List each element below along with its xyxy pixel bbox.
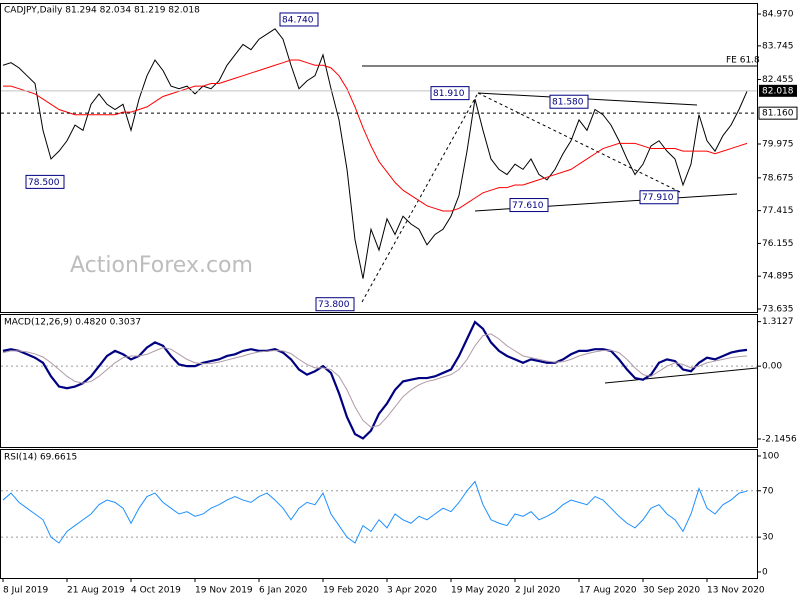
annotation-label: 77.610 (512, 201, 544, 211)
annotation-box (639, 190, 679, 205)
y-tick-label: 30 (762, 533, 774, 543)
y-tick-label: 79.975 (762, 139, 794, 149)
x-tick-label: 13 Nov 2020 (707, 586, 765, 596)
y-tick-label: -2.1456 (762, 434, 797, 444)
x-tick-label: 19 Nov 2019 (195, 586, 253, 596)
level-label: 81.160 (762, 109, 794, 119)
y-tick-label: 70 (762, 486, 774, 496)
indicator-title: MACD(12,26,9) 0.4820 0.3037 (4, 318, 141, 328)
series-line (2, 480, 748, 544)
price-box (759, 84, 797, 97)
y-tick-label: 78.675 (762, 173, 794, 183)
rsi-panel (0, 449, 758, 579)
watermark: ActionForex.com (70, 253, 253, 278)
y-tick-label: 82.455 (762, 75, 794, 85)
x-tick-label: 8 Jul 2019 (3, 586, 48, 596)
annotation-box (549, 94, 589, 109)
x-tick-label: 17 Aug 2020 (579, 586, 637, 596)
annotation-label: 81.910 (433, 89, 465, 99)
annotation-box (509, 198, 549, 213)
annotation-box (430, 86, 470, 101)
y-tick-label: 74.895 (762, 272, 794, 282)
x-tick-label: 21 Aug 2019 (67, 586, 125, 596)
price-panel (0, 3, 758, 313)
x-tick-label: 19 May 2020 (451, 586, 510, 596)
x-tick-label: 30 Sep 2020 (643, 586, 700, 596)
x-tick-label: 2 Jul 2020 (515, 586, 560, 596)
series-line (2, 333, 748, 428)
y-tick-label: 83.745 (762, 41, 794, 51)
fe-label: FE 61.8 (726, 56, 760, 66)
x-tick-label: 4 Oct 2019 (131, 586, 181, 596)
x-tick-label: 19 Feb 2020 (323, 586, 379, 596)
series-line (3, 59, 748, 212)
annotation-box (279, 12, 319, 27)
annotation-label: 78.500 (28, 178, 60, 188)
indicator-title: RSI(14) 69.6615 (4, 453, 77, 463)
series-line (2, 28, 748, 279)
chart-title: CADJPY,Daily 81.294 82.034 81.219 82.018 (4, 6, 200, 16)
annotation-label: 77.910 (642, 193, 674, 203)
y-tick-label: 76.155 (762, 239, 794, 249)
level-box (758, 106, 798, 120)
macd-panel (0, 314, 758, 448)
annotation-label: 81.580 (552, 98, 584, 108)
y-tick-label: 0.00 (762, 362, 782, 372)
annotation-box (25, 174, 65, 189)
annotation-box (315, 297, 355, 312)
y-tick-label: 84.970 (762, 9, 794, 19)
y-tick-label: 1.3127 (762, 317, 794, 327)
current-price: 82.018 (762, 86, 794, 96)
y-tick-label: 73.635 (762, 305, 794, 315)
annotation-label: 84.740 (282, 15, 314, 25)
annotation-label: 73.800 (318, 300, 350, 310)
trendline (477, 92, 681, 193)
trendline (361, 92, 479, 303)
x-tick-label: 6 Jan 2020 (259, 586, 307, 596)
y-tick-label: 100 (762, 451, 779, 461)
x-tick-label: 3 Apr 2020 (387, 586, 437, 596)
trendline (604, 367, 758, 384)
y-tick-label: 0 (762, 567, 768, 577)
y-tick-label: 77.415 (762, 206, 794, 216)
